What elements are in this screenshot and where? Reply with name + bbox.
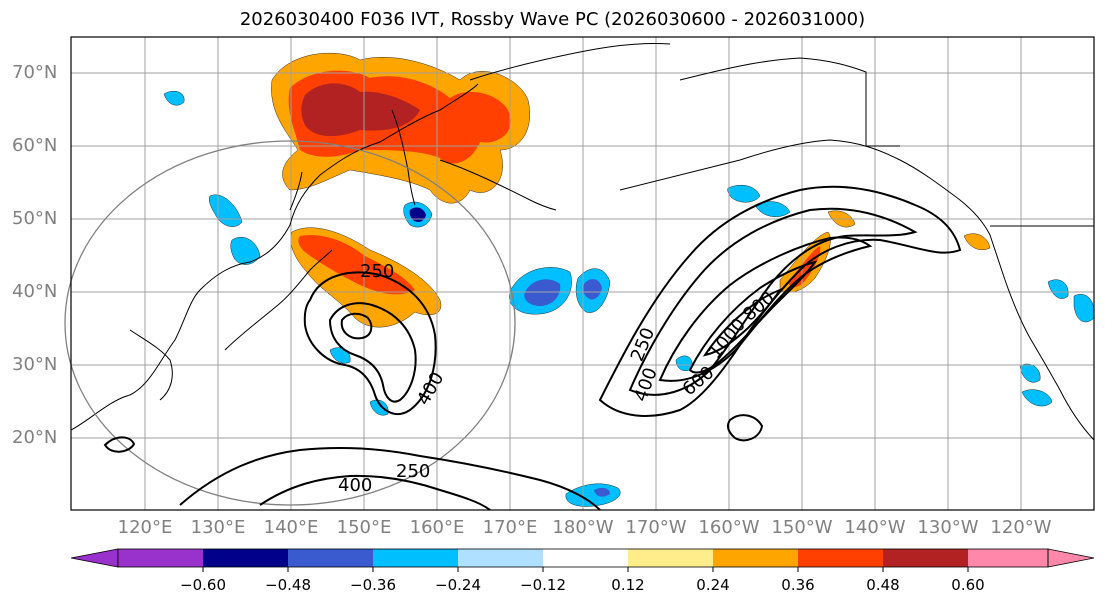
- lon-label: 170°W: [625, 517, 687, 538]
- colorbar-swatch: [288, 549, 373, 567]
- negative-anomaly-south-core: [594, 487, 610, 497]
- graticule: [71, 37, 1094, 510]
- contour-400-east: [628, 207, 918, 396]
- contour-label: 250: [396, 461, 430, 482]
- colorbar-swatch: [118, 549, 203, 567]
- contour-600-east: [658, 236, 873, 382]
- lat-label: 20°N: [12, 427, 58, 448]
- lon-label: 130°W: [917, 517, 979, 538]
- colorbar-swatch: [373, 549, 458, 567]
- coast-alaska: [679, 57, 867, 146]
- negative-anomaly-japan-south: [329, 347, 351, 364]
- colorbar-swatch: [798, 549, 883, 567]
- colorbar-tick-label: 0.36: [781, 576, 815, 594]
- coastlines: [70, 42, 1095, 441]
- negative-anomaly-coast-4: [1021, 389, 1053, 407]
- negative-anomaly-ne-2: [754, 201, 791, 217]
- contour-1000-east: [702, 287, 783, 357]
- coast-chukotka: [469, 42, 671, 81]
- colorbar-swatch: [203, 549, 288, 567]
- contour-400-west: [328, 302, 417, 403]
- colorbar-tick-label: −0.12: [520, 576, 566, 594]
- colorbar-tick-marks: [202, 567, 969, 572]
- lon-label: 160°W: [698, 517, 760, 538]
- radius-circle: [64, 140, 516, 506]
- ivt-contours: [103, 185, 962, 511]
- negative-anomaly-coast-2: [1073, 294, 1095, 323]
- coast-sakhalin: [289, 171, 303, 211]
- negative-anomaly-siberia-3: [163, 91, 185, 106]
- coast-japan: [224, 249, 333, 351]
- negative-anomaly-siberia-1: [209, 194, 243, 227]
- colorbar-over-swatch: [1047, 548, 1095, 568]
- map-frame: [70, 36, 1095, 511]
- lon-label: 120°W: [990, 517, 1052, 538]
- contour-250-south: [179, 447, 601, 511]
- colorbar-tick-label: 0.48: [866, 576, 900, 594]
- lon-label: 140°W: [844, 517, 906, 538]
- negative-anomaly-siberia-2: [230, 236, 261, 265]
- negative-anomaly-japan-south-2: [369, 399, 389, 416]
- colorbar-tick-label: 0.24: [696, 576, 730, 594]
- colorbar-swatch: [968, 549, 1048, 567]
- lon-label: 130°E: [190, 517, 246, 538]
- colorbar-tick-label: 0.60: [951, 576, 985, 594]
- contour-800-east: [688, 260, 818, 374]
- colorbar-swatch: [458, 549, 543, 567]
- lat-label: 70°N: [12, 62, 58, 83]
- positive-anomaly-bering-max: [301, 83, 420, 137]
- contour-label: 250: [627, 325, 659, 365]
- positive-anomaly-coast: [963, 233, 991, 250]
- coast-aleutians: [439, 159, 557, 211]
- contour-250-west: [303, 271, 437, 415]
- colorbar-swatch: [713, 549, 798, 567]
- contour-600-west: [340, 312, 373, 340]
- lon-label: 170°E: [482, 517, 538, 538]
- coast-na-west: [989, 234, 1095, 441]
- colorbar-swatch: [628, 549, 713, 567]
- coast-korea-china: [129, 329, 173, 401]
- negative-anomaly-kuril-core: [409, 207, 426, 223]
- lon-label: 180°W: [552, 517, 614, 538]
- colorbar-under-swatch: [70, 548, 119, 568]
- colorbar-tick-label: −0.24: [435, 576, 481, 594]
- negative-anomaly-central-1-core: [524, 279, 561, 306]
- positive-anomaly-kuril-core: [298, 234, 415, 295]
- colorbar-frame: [117, 548, 1049, 568]
- contour-250-east: [598, 185, 962, 417]
- negative-anomaly-coast-3: [1019, 363, 1041, 383]
- contour-label: 400: [630, 365, 661, 404]
- lat-label: 30°N: [12, 354, 58, 375]
- lat-label: 60°N: [12, 135, 58, 156]
- lon-label: 150°W: [771, 517, 833, 538]
- colorbar-tick-label: −0.36: [350, 576, 396, 594]
- negative-anomaly-coast-1: [1047, 279, 1069, 299]
- lon-label: 150°E: [336, 517, 392, 538]
- contour-label: 250: [360, 261, 394, 282]
- contour-label: 400: [338, 475, 372, 496]
- negative-anomaly-ne-1: [727, 185, 761, 203]
- anomaly-fills: [163, 52, 1095, 507]
- coast-kamchatka: [391, 109, 416, 206]
- lon-label: 120°E: [117, 517, 173, 538]
- contour-small-east: [726, 414, 764, 442]
- colorbar-tick-label: −0.60: [180, 576, 226, 594]
- lat-label: 40°N: [12, 281, 58, 302]
- colorbar-tick-label: 0.12: [611, 576, 645, 594]
- colorbar: [70, 548, 1095, 572]
- contour-250-west-loop: [103, 436, 136, 453]
- lon-label: 160°E: [409, 517, 465, 538]
- coast-asia: [70, 83, 479, 431]
- map-title: 2026030400 F036 IVT, Rossby Wave PC (202…: [239, 9, 866, 30]
- lon-label: 140°E: [263, 517, 319, 538]
- colorbar-tick-label: −0.48: [265, 576, 311, 594]
- lat-label: 50°N: [12, 208, 58, 229]
- colorbar-swatch: [543, 549, 628, 567]
- negative-anomaly-central-2-core: [583, 279, 602, 300]
- contour-400-south: [259, 474, 491, 511]
- coast-alaska-south: [619, 139, 991, 236]
- colorbar-swatch: [883, 549, 968, 567]
